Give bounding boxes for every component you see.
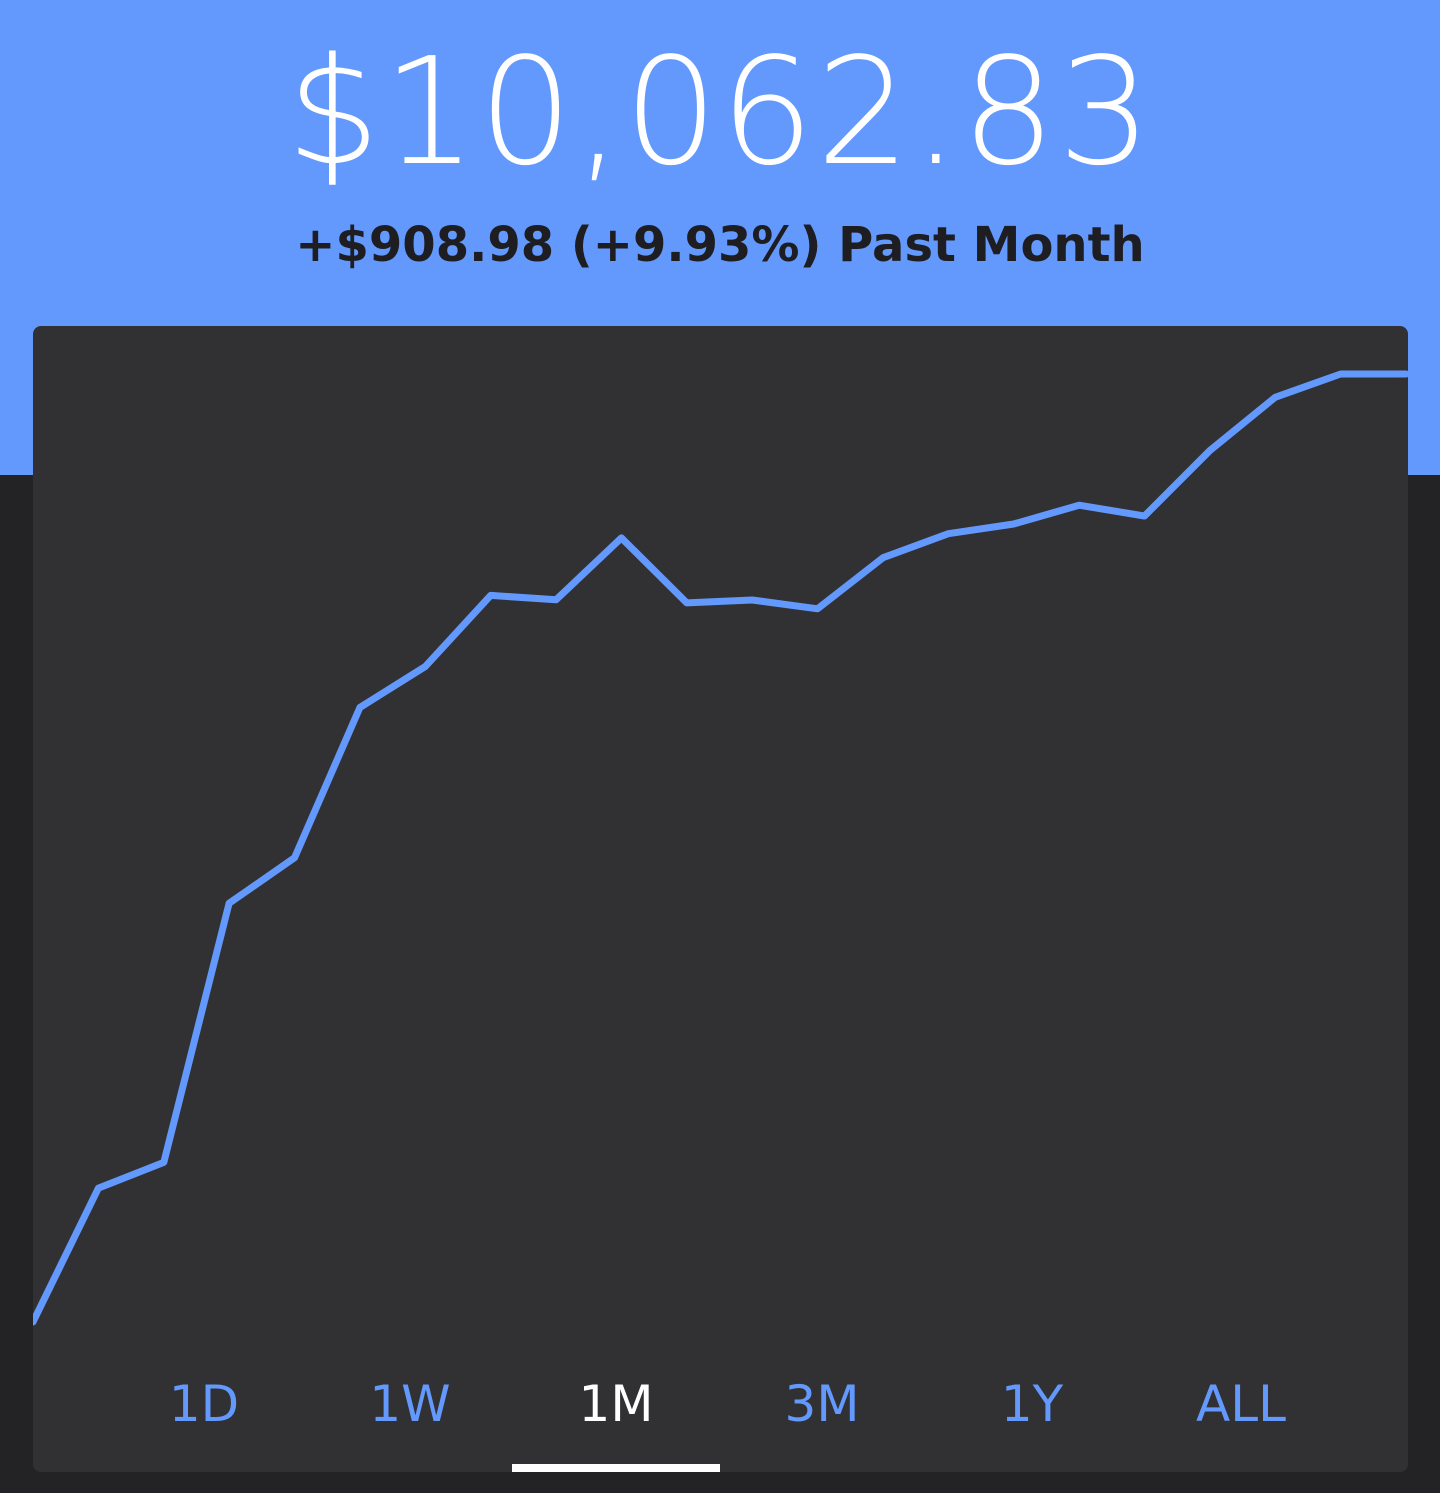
chart-card: 1D 1W 1M 3M 1Y ALL xyxy=(33,326,1408,1472)
range-tabs: 1D 1W 1M 3M 1Y ALL xyxy=(33,1366,1408,1472)
tab-all[interactable]: ALL xyxy=(1196,1375,1286,1433)
tab-1m[interactable]: 1M xyxy=(578,1375,654,1433)
tab-1d[interactable]: 1D xyxy=(168,1375,240,1433)
tab-3m[interactable]: 3M xyxy=(784,1375,860,1433)
portfolio-change: +$908.98 (+9.93%) Past Month xyxy=(295,217,1145,273)
portfolio-balance: $10,062.83 xyxy=(286,26,1154,198)
portfolio-line-chart xyxy=(33,370,1408,1326)
active-tab-underline xyxy=(512,1464,720,1472)
tab-1y[interactable]: 1Y xyxy=(1000,1375,1064,1433)
tab-1w[interactable]: 1W xyxy=(369,1375,451,1433)
portfolio-value-line xyxy=(33,370,1408,1326)
